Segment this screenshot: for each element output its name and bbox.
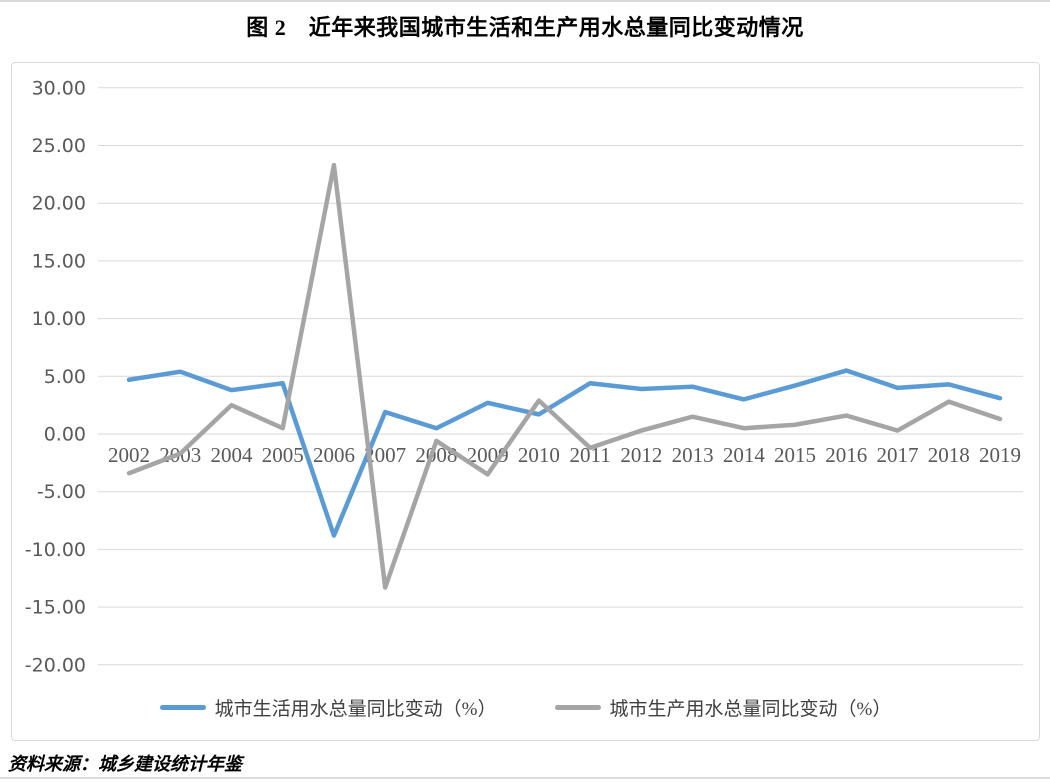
x-axis-tick-label: 2018 bbox=[928, 443, 970, 467]
y-axis-tick-label: -10.00 bbox=[25, 539, 86, 561]
y-axis-tick-label: -15.00 bbox=[25, 597, 86, 619]
y-axis-tick-label: 15.00 bbox=[32, 250, 86, 272]
y-axis-tick-label: 25.00 bbox=[32, 135, 86, 157]
x-axis-tick-label: 2010 bbox=[518, 443, 560, 467]
x-axis-tick-label: 2014 bbox=[723, 443, 766, 467]
legend-item-production-water: 城市生产用水总量同比变动（%） bbox=[554, 694, 892, 721]
series-line-0 bbox=[126, 368, 1003, 538]
x-axis-tick-label: 2017 bbox=[877, 443, 919, 467]
legend-item-domestic-water: 城市生活用水总量同比变动（%） bbox=[159, 694, 497, 721]
legend-label-production-water: 城市生产用水总量同比变动（%） bbox=[609, 699, 892, 720]
data-source-note: 资料来源：城乡建设统计年鉴 bbox=[8, 754, 242, 774]
top-divider bbox=[0, 0, 1050, 2]
x-axis-tick-label: 2019 bbox=[979, 443, 1021, 467]
x-axis-tick-label: 2016 bbox=[825, 443, 867, 467]
y-axis-tick-label: 10.00 bbox=[32, 308, 86, 330]
x-axis-tick-label: 2013 bbox=[672, 443, 714, 467]
chart-title: 图 2 近年来我国城市生活和生产用水总量同比变动情况 bbox=[246, 15, 804, 40]
x-axis-tick-label: 2006 bbox=[313, 443, 355, 467]
y-axis-tick-label: 30.00 bbox=[32, 77, 86, 99]
y-axis-tick-label: 0.00 bbox=[44, 424, 86, 446]
legend-swatch-blue-line bbox=[159, 705, 206, 710]
x-axis-tick-label: 2005 bbox=[262, 443, 304, 467]
x-axis-tick-label: 2012 bbox=[620, 443, 662, 467]
bottom-divider bbox=[0, 777, 1050, 779]
series-line-1 bbox=[126, 162, 1003, 590]
y-axis-tick-label: -20.00 bbox=[25, 654, 86, 676]
y-axis-tick-label: 20.00 bbox=[32, 193, 86, 215]
plot-svg: 30.00 25.00 20.00 15.00 10.00 5.00 0.00 -5.00 -1… bbox=[25, 77, 1023, 676]
x-axis-tick-label: 2015 bbox=[774, 443, 816, 467]
chart-legend: 城市生活用水总量同比变动（%） 城市生产用水总量同比变动（%） bbox=[12, 694, 1039, 721]
chart-area: 30.00 25.00 20.00 15.00 10.00 5.00 0.00 -5.00 -1… bbox=[11, 62, 1040, 741]
legend-swatch-gray-line bbox=[554, 705, 601, 710]
x-axis-tick-label: 2002 bbox=[108, 443, 150, 467]
y-axis-tick-label: 5.00 bbox=[44, 366, 86, 388]
y-axis-tick-label: -5.00 bbox=[37, 481, 86, 503]
x-axis-tick-label: 2004 bbox=[210, 443, 253, 467]
legend-label-domestic-water: 城市生活用水总量同比变动（%） bbox=[214, 699, 497, 720]
